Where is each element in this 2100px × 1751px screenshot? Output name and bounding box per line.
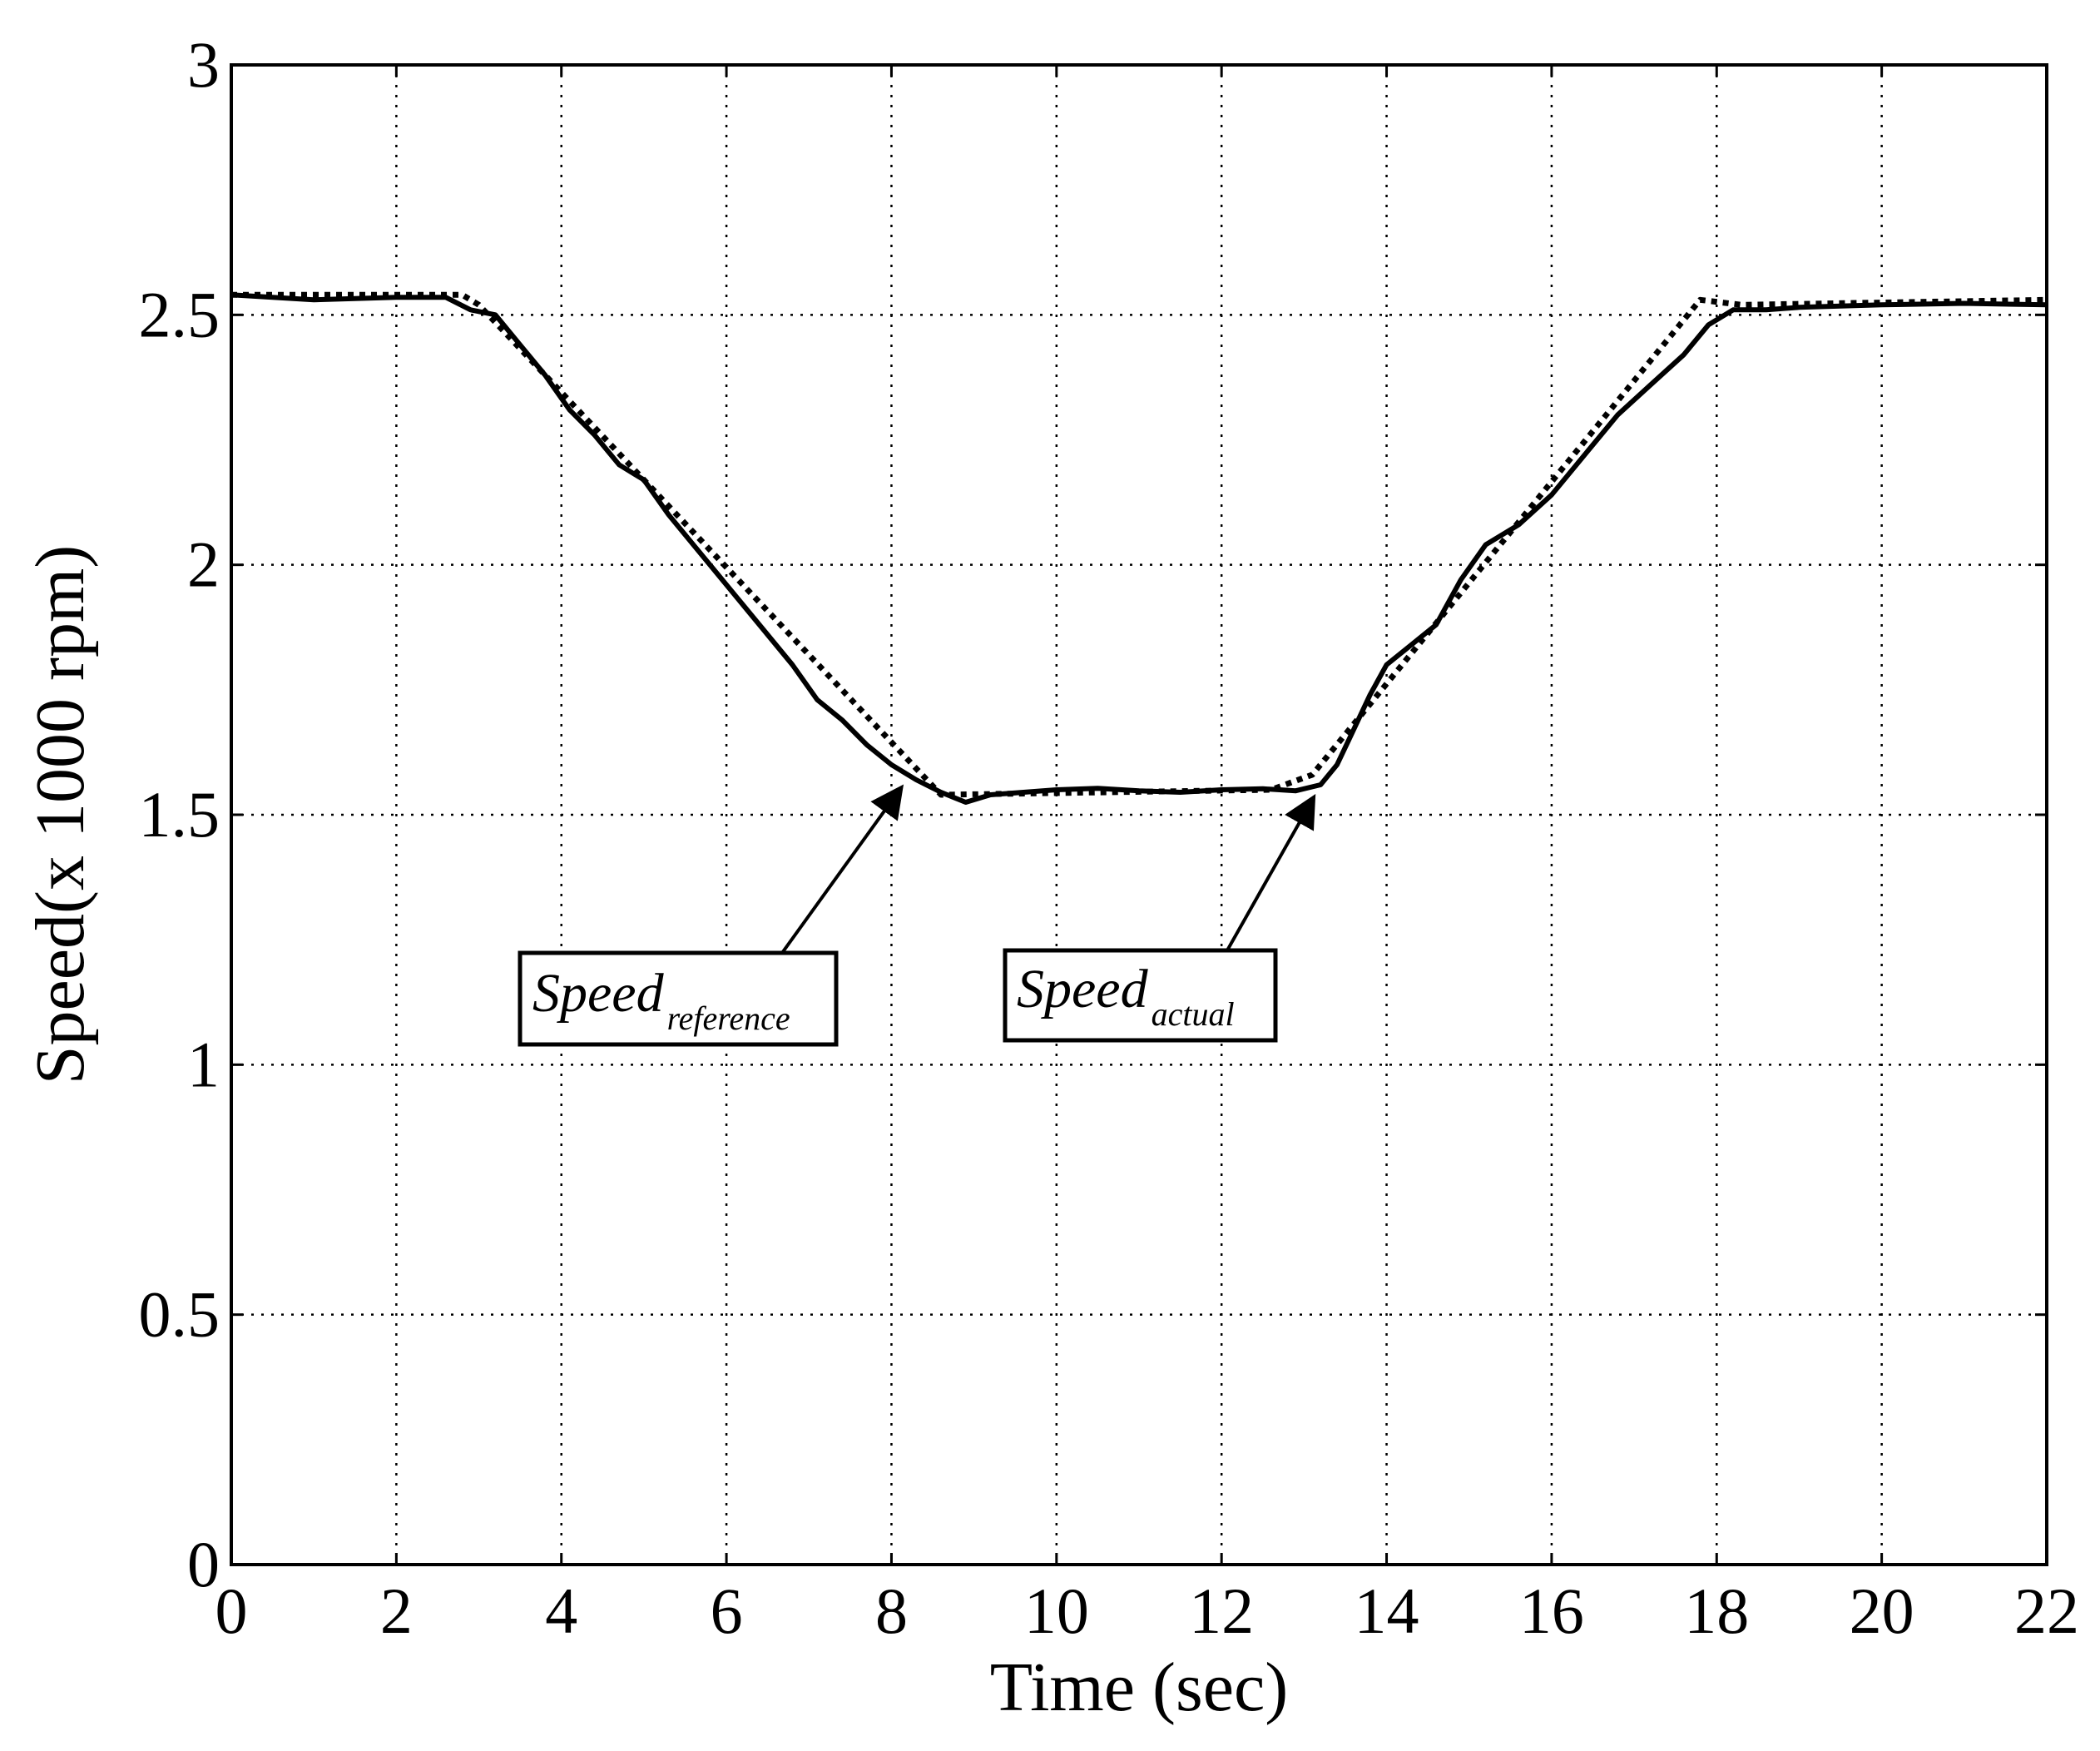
annotation-reference: Speed reference xyxy=(518,784,904,1047)
annotation-box-actual xyxy=(1003,948,1278,1043)
annotations: Speed reference Speed actual xyxy=(518,784,1316,1047)
x-tick-label: 2 xyxy=(380,1575,413,1647)
x-tick-label: 4 xyxy=(545,1575,577,1647)
tick-marks xyxy=(230,63,2048,1566)
grid xyxy=(231,65,2047,1565)
x-tick-label: 12 xyxy=(1189,1575,1254,1647)
y-tick-label: 3 xyxy=(187,28,220,101)
tick-labels: 0 2 4 6 8 10 12 14 16 18 20 22 0 0.5 1 1.5 2 2.5 3 xyxy=(139,28,2080,1647)
annotation-subscript-reference: reference xyxy=(667,1000,790,1037)
x-tick-label: 20 xyxy=(1850,1575,1914,1647)
series-line-actual xyxy=(230,292,2048,805)
y-tick-label: 1.5 xyxy=(139,778,220,851)
x-tick-label: 14 xyxy=(1355,1575,1419,1647)
y-tick-label: 2.5 xyxy=(139,278,220,350)
y-tick-label: 2 xyxy=(187,528,220,601)
x-tick-label: 6 xyxy=(711,1575,743,1647)
x-tick-label: 8 xyxy=(875,1575,908,1647)
x-tick-label: 0 xyxy=(215,1575,248,1647)
x-tick-label: 10 xyxy=(1024,1575,1089,1647)
y-tick-label: 1 xyxy=(187,1028,220,1100)
x-tick-label: 16 xyxy=(1519,1575,1584,1647)
x-tick-label: 18 xyxy=(1684,1575,1749,1647)
annotation-arrow-reference xyxy=(780,784,904,955)
annotation-arrow-actual xyxy=(1226,794,1316,951)
x-tick-label: 22 xyxy=(2014,1575,2079,1647)
y-tick-label: 0.5 xyxy=(139,1278,220,1351)
annotation-box-reference xyxy=(518,950,839,1047)
series-group xyxy=(230,291,2048,805)
x-axis-label: Time (sec) xyxy=(990,1649,1289,1726)
annotation-subscript-actual: actual xyxy=(1152,995,1235,1033)
annotation-actual: Speed actual xyxy=(1003,794,1316,1043)
series-line-reference xyxy=(231,291,2048,798)
y-tick-label: 0 xyxy=(187,1528,220,1600)
y-axis-label: Speed(x 1000 rpm) xyxy=(22,545,99,1085)
plot-frame xyxy=(230,63,2048,1566)
